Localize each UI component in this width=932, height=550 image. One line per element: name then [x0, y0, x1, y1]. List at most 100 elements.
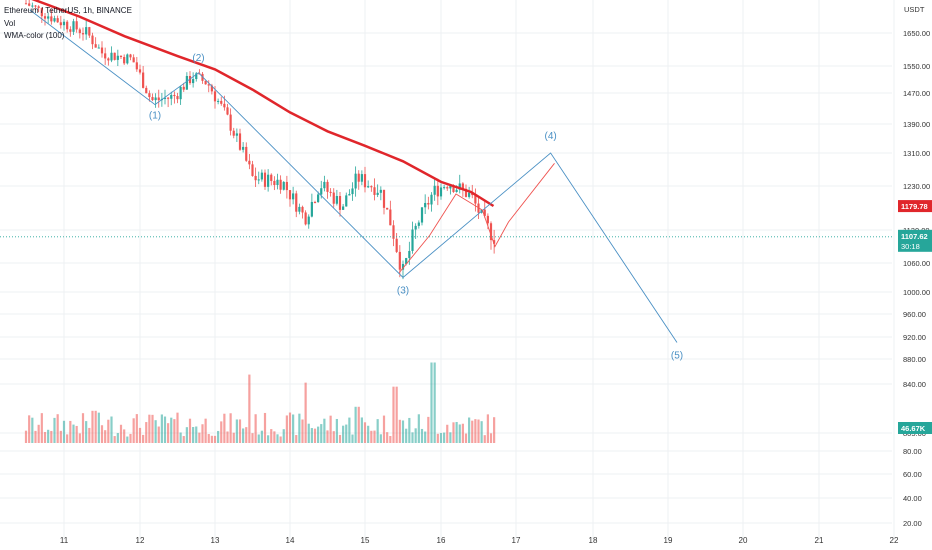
candle-body — [94, 44, 97, 48]
candle-body — [379, 189, 382, 193]
candle-body — [417, 222, 420, 226]
candle-body — [62, 21, 66, 26]
symbol-title: Ethereum / TetherUS, 1h, BINANCE — [4, 6, 132, 15]
candle-body — [107, 58, 110, 61]
volume-bar — [471, 420, 474, 443]
candle-body — [34, 5, 37, 7]
time-tick-label: 16 — [437, 536, 446, 545]
candle-body — [405, 258, 408, 264]
volume-bar — [307, 423, 310, 443]
candle-body — [47, 16, 50, 19]
volume-bar — [204, 418, 207, 443]
candle-body — [433, 185, 436, 195]
candle-body — [204, 80, 207, 85]
volume-bar — [62, 420, 66, 443]
volume-bar — [295, 435, 298, 443]
volume-bar — [267, 435, 270, 443]
volume-bar — [449, 432, 452, 443]
volume-bar — [257, 434, 260, 443]
candle-body — [81, 33, 85, 35]
volume-bar — [59, 430, 62, 443]
volume-bar — [443, 432, 446, 443]
volume-bar — [323, 418, 326, 443]
volume-tick-label: 60.00 — [903, 470, 922, 479]
candle-body — [157, 97, 160, 101]
candle-body — [24, 3, 28, 5]
volume-bar — [248, 374, 251, 443]
volume-bar — [188, 418, 192, 443]
volume-bar — [392, 386, 395, 443]
volume-bar — [298, 413, 301, 443]
volume-bar — [163, 416, 167, 443]
candle-body — [295, 193, 298, 212]
candle-body — [285, 181, 288, 191]
candle-body — [351, 188, 354, 195]
volume-bar — [226, 431, 229, 443]
candle-body — [229, 114, 232, 131]
candle-body — [69, 29, 72, 32]
candle-body — [245, 146, 248, 161]
candle-body — [78, 29, 81, 34]
candle-body — [458, 183, 461, 190]
volume-bar — [235, 419, 238, 443]
time-tick-label: 12 — [136, 536, 145, 545]
volume-bar — [148, 414, 151, 443]
candle-body — [260, 172, 263, 180]
volume-bar — [342, 425, 345, 443]
volume-bar — [179, 432, 182, 443]
candle-body — [66, 21, 69, 30]
candle-body — [163, 97, 167, 99]
candle-body — [424, 202, 427, 208]
candle-body — [88, 27, 91, 36]
candle-body — [28, 3, 31, 6]
candle-body — [401, 263, 405, 270]
candle-body — [338, 196, 342, 210]
candle-body — [468, 192, 471, 197]
volume-bar — [47, 429, 50, 443]
candle-body — [288, 190, 292, 200]
candle-body — [326, 181, 329, 192]
volume-bar — [123, 429, 126, 443]
candle-body — [85, 27, 88, 35]
candle-body — [360, 174, 363, 182]
wma-indicator-label[interactable]: WMA-color (100) — [4, 31, 65, 40]
time-tick-label: 17 — [512, 536, 521, 545]
volume-bar — [376, 419, 379, 443]
candle-body — [254, 175, 257, 181]
candle-body — [282, 181, 285, 190]
volume-bar — [395, 386, 398, 443]
volume-bar — [304, 382, 307, 443]
candle-body — [170, 94, 173, 99]
time-tick-label: 11 — [60, 536, 69, 545]
volume-bar — [254, 414, 257, 443]
candle-body — [310, 201, 313, 217]
candle-body — [301, 206, 304, 213]
volume-bar — [192, 427, 195, 443]
candle-body — [363, 174, 367, 188]
wma-value-badge: 1179.78 — [901, 202, 928, 211]
candle-body — [317, 194, 320, 203]
time-tick-label: 14 — [286, 536, 295, 545]
volume-bar — [245, 427, 248, 443]
volume-bar — [382, 415, 386, 443]
volume-badge: 46.67K — [901, 424, 926, 433]
volume-bar — [28, 415, 31, 443]
volume-indicator-label[interactable]: Vol — [4, 19, 16, 28]
volume-bar — [279, 436, 282, 443]
volume-bar — [138, 427, 142, 443]
price-tick-label: 1470.00 — [903, 89, 930, 98]
candle-body — [176, 96, 179, 100]
volume-bar — [53, 417, 56, 443]
volume-bar — [56, 414, 59, 443]
candle-body — [342, 206, 345, 210]
volume-bar — [363, 422, 367, 443]
price-tick-label: 1650.00 — [903, 29, 930, 38]
candle-body — [411, 229, 414, 251]
volume-bar — [72, 424, 75, 443]
volume-bar — [427, 416, 430, 443]
candle-body — [474, 195, 477, 204]
volume-bar — [220, 421, 223, 443]
volume-bar — [424, 431, 427, 443]
volume-bar — [474, 419, 477, 443]
